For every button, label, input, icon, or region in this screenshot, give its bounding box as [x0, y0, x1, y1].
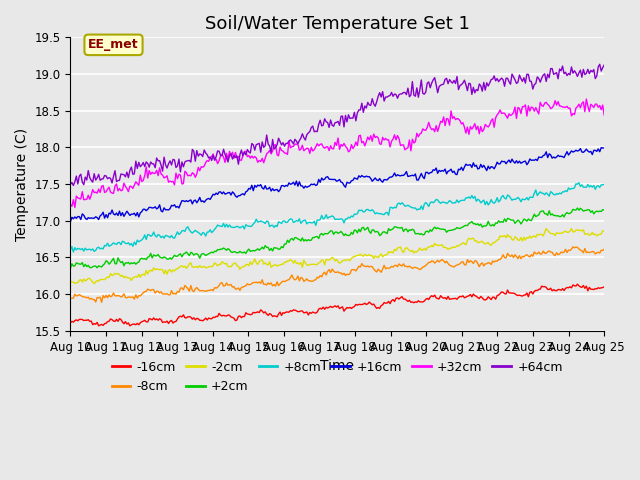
X-axis label: Time: Time: [320, 359, 355, 373]
Text: EE_met: EE_met: [88, 38, 139, 51]
Title: Soil/Water Temperature Set 1: Soil/Water Temperature Set 1: [205, 15, 470, 33]
Y-axis label: Temperature (C): Temperature (C): [15, 128, 29, 240]
Legend: -16cm, -8cm, -2cm, +2cm, +8cm, +16cm, +32cm, +64cm: -16cm, -8cm, -2cm, +2cm, +8cm, +16cm, +3…: [107, 356, 568, 398]
